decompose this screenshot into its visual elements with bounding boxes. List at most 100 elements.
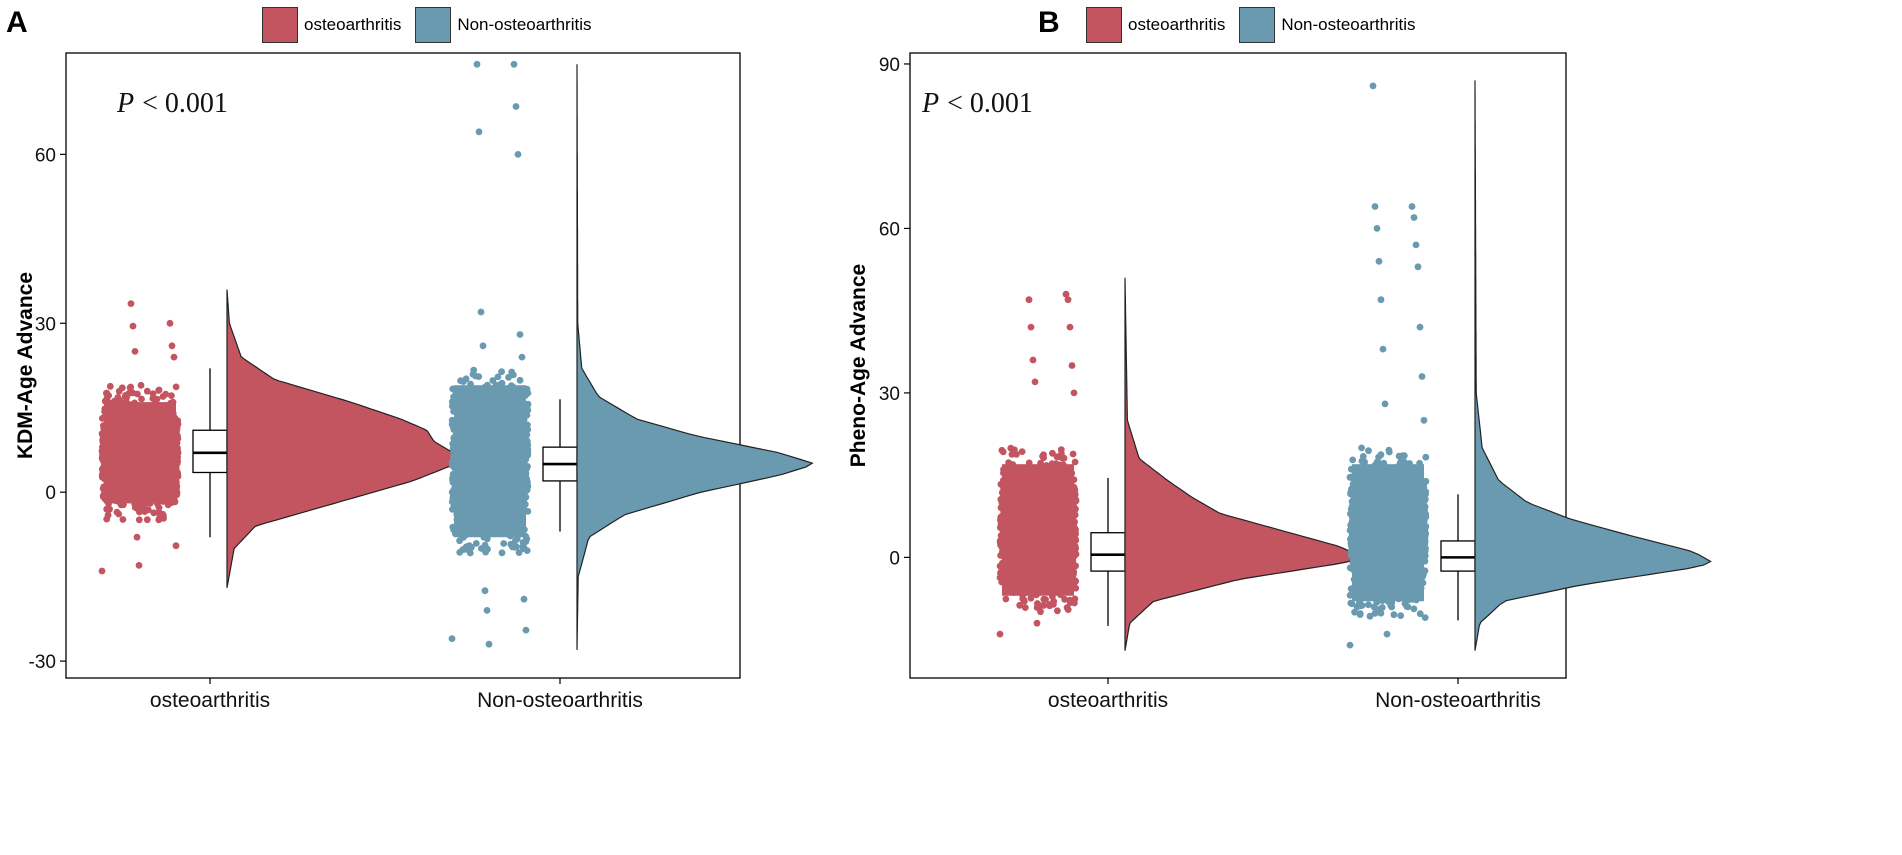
box-iqr-osteoarthritis bbox=[192, 429, 228, 474]
outlier-point bbox=[1062, 290, 1070, 298]
outlier-point bbox=[518, 353, 526, 361]
jitter-point bbox=[1063, 604, 1071, 611]
outlier-point bbox=[1066, 323, 1074, 331]
y-tick-label: -30 bbox=[29, 652, 56, 673]
legend-label-osteoarthritis: osteoarthritis bbox=[1128, 15, 1226, 34]
jitter-point bbox=[1058, 450, 1065, 457]
p-text: < 0.001 bbox=[142, 88, 228, 119]
panel-a-legend: osteoarthritis Non-osteoarthritis bbox=[262, 2, 606, 48]
p-symbol: P bbox=[116, 88, 134, 119]
jitter-point bbox=[509, 543, 516, 551]
jitter-point bbox=[1069, 450, 1077, 458]
plot-frame-a bbox=[65, 52, 741, 679]
jitter-point bbox=[159, 510, 167, 518]
y-axis-title-a: KDM-Age Advance bbox=[14, 272, 37, 459]
outlier-point bbox=[1027, 323, 1035, 331]
jitter-point bbox=[999, 448, 1007, 456]
jitter-point bbox=[141, 508, 149, 515]
jitter-point bbox=[1390, 611, 1398, 619]
jitter-point bbox=[1072, 497, 1080, 505]
outlier-point bbox=[129, 322, 137, 330]
jitter-point bbox=[1046, 601, 1054, 608]
jitter-point bbox=[469, 371, 477, 378]
jitter-point bbox=[137, 381, 145, 389]
jitter-point bbox=[1071, 458, 1079, 466]
outlier-point bbox=[172, 542, 180, 550]
jitter-point bbox=[498, 368, 505, 376]
outlier-point bbox=[510, 60, 518, 68]
jitter-point bbox=[138, 395, 145, 403]
jitter-point bbox=[118, 384, 126, 392]
outlier-point bbox=[485, 640, 493, 648]
jitter-point bbox=[465, 542, 473, 550]
jitter-point bbox=[1385, 448, 1393, 456]
jitter-point bbox=[103, 389, 111, 397]
jitter-point bbox=[498, 549, 506, 557]
outlier-point bbox=[166, 319, 174, 327]
x-category-label: osteoarthritis bbox=[150, 689, 270, 712]
plot-frame-b bbox=[909, 52, 1567, 679]
jitter-points-osteoarthritis bbox=[996, 290, 1080, 638]
outlier-point bbox=[133, 533, 141, 541]
jitter-points-non-osteoarthritis bbox=[1346, 82, 1430, 649]
outlier-point bbox=[481, 587, 489, 595]
x-category-label: Non-osteoarthritis bbox=[1375, 689, 1541, 712]
jitter-point bbox=[475, 373, 483, 380]
jitter-point bbox=[522, 538, 530, 545]
jitter-point bbox=[466, 549, 474, 557]
jitter-point bbox=[512, 537, 519, 544]
jitter-point bbox=[155, 504, 163, 511]
jitter-point bbox=[119, 516, 127, 523]
jitter-point bbox=[103, 505, 111, 513]
jitter-point bbox=[134, 390, 141, 398]
outlier-point bbox=[1029, 356, 1037, 364]
jitter-point bbox=[1365, 601, 1372, 609]
jitter-point bbox=[143, 516, 151, 524]
jitter-point bbox=[457, 377, 464, 385]
outlier-point bbox=[479, 342, 487, 350]
jitter-point bbox=[515, 549, 523, 556]
legend-swatch-osteoarthritis bbox=[1086, 7, 1122, 43]
jitter-point bbox=[159, 393, 167, 400]
outlier-point bbox=[135, 562, 143, 569]
jitter-point bbox=[1021, 604, 1029, 611]
jitter-point bbox=[472, 540, 480, 547]
jitter-core-osteoarthritis bbox=[1002, 464, 1074, 596]
jitter-point bbox=[505, 373, 512, 381]
x-category-label: osteoarthritis bbox=[1048, 689, 1168, 712]
y-tick-label: 30 bbox=[879, 384, 900, 405]
jitter-point bbox=[1049, 449, 1056, 457]
outlier-point bbox=[996, 630, 1004, 638]
jitter-point bbox=[1040, 454, 1047, 462]
jitter-point bbox=[131, 504, 139, 511]
y-tick-label: 0 bbox=[889, 548, 900, 569]
y-tick-label: 60 bbox=[879, 219, 900, 240]
outlier-point bbox=[98, 567, 106, 575]
jitter-point bbox=[494, 373, 502, 381]
legend-item-non-osteoarthritis: Non-osteoarthritis bbox=[1239, 7, 1416, 43]
jitter-points-non-osteoarthritis bbox=[448, 60, 532, 648]
outlier-point bbox=[520, 595, 528, 603]
jitter-point bbox=[143, 387, 151, 395]
jitter-point bbox=[1018, 448, 1026, 455]
jitter-point bbox=[1070, 597, 1078, 605]
jitter-points-osteoarthritis bbox=[98, 300, 182, 575]
jitter-point bbox=[1422, 453, 1430, 461]
outlier-point bbox=[512, 103, 520, 110]
jitter-point bbox=[482, 547, 490, 555]
outlier-point bbox=[477, 308, 485, 316]
legend-swatch-osteoarthritis bbox=[262, 7, 298, 43]
density-cloud-non-osteoarthritis bbox=[576, 64, 814, 650]
jitter-point bbox=[1011, 446, 1018, 454]
p-value-annotation-b: P < 0.001 bbox=[921, 88, 1033, 119]
p-symbol: P bbox=[921, 88, 939, 119]
outlier-point bbox=[483, 607, 491, 614]
jitter-point bbox=[524, 508, 532, 515]
outlier-point bbox=[516, 331, 524, 338]
outlier-point bbox=[1031, 378, 1039, 386]
legend-label-osteoarthritis: osteoarthritis bbox=[304, 15, 402, 34]
jitter-point bbox=[1061, 595, 1068, 603]
jitter-point bbox=[524, 389, 532, 397]
jitter-point bbox=[149, 395, 157, 402]
